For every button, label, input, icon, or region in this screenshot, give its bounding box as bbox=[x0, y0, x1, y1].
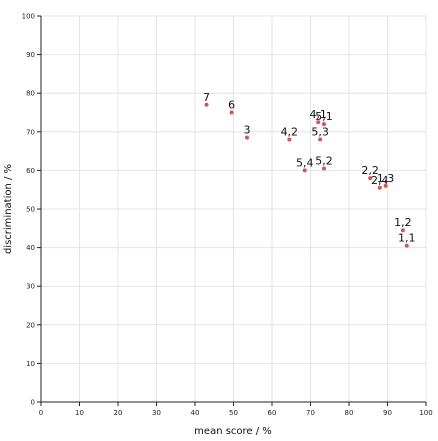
data-point bbox=[316, 120, 321, 125]
point-label: 1,1 bbox=[398, 232, 416, 245]
y-tick-label: 60 bbox=[26, 167, 35, 175]
data-point bbox=[204, 102, 209, 107]
y-axis-title: discrimination / % bbox=[3, 164, 14, 254]
point-label: 4,1 bbox=[309, 108, 327, 121]
point-label: 5,4 bbox=[296, 156, 314, 169]
data-point bbox=[377, 185, 382, 190]
x-axis-title: mean score / % bbox=[194, 426, 272, 437]
x-tick-label: 80 bbox=[345, 409, 354, 417]
x-tick-label: 60 bbox=[268, 409, 277, 417]
y-tick-label: 90 bbox=[26, 51, 35, 59]
data-point bbox=[302, 168, 307, 173]
y-tick-label: 10 bbox=[26, 360, 35, 368]
point-label: 5,1 bbox=[315, 110, 333, 123]
y-tick-label: 40 bbox=[26, 244, 35, 252]
y-tick-label: 50 bbox=[26, 206, 35, 214]
data-point bbox=[404, 243, 409, 248]
point-label: 2,4 bbox=[371, 174, 389, 187]
x-tick-label: 40 bbox=[191, 409, 200, 417]
ticks: 0 10 20 30 40 50 60 70 80 90 100 0 10 20 30 40 50 60 70 80 9… bbox=[22, 13, 433, 418]
x-tick-label: 50 bbox=[229, 409, 238, 417]
data-point bbox=[321, 122, 326, 127]
y-tick-label: 100 bbox=[22, 13, 35, 21]
data-point bbox=[318, 137, 323, 142]
x-tick-label: 20 bbox=[114, 409, 123, 417]
point-label: 5,2 bbox=[315, 154, 333, 167]
x-tick-label: 100 bbox=[419, 409, 432, 417]
grid bbox=[41, 15, 427, 402]
data-point bbox=[229, 110, 234, 115]
y-tick-label: 70 bbox=[26, 128, 35, 136]
point-label: 1,3 bbox=[377, 172, 395, 185]
point-labels: 7 63 4,2 4,15,1 5,3 5,4 5,2 2,22,41,3 1,2 1,1 bbox=[203, 91, 415, 245]
x-tick-label: 0 bbox=[39, 409, 43, 417]
point-label: 6 bbox=[228, 99, 235, 112]
data-point bbox=[244, 135, 249, 140]
y-tick-label: 0 bbox=[31, 399, 35, 407]
data-point bbox=[400, 228, 405, 233]
point-label: 2,2 bbox=[361, 164, 379, 177]
x-tick-label: 90 bbox=[383, 409, 392, 417]
y-tick-label: 80 bbox=[26, 90, 35, 98]
data-point bbox=[287, 137, 292, 142]
point-label: 5,3 bbox=[311, 126, 329, 139]
data-points bbox=[204, 102, 409, 248]
y-tick-label: 30 bbox=[26, 283, 35, 291]
data-point bbox=[368, 176, 373, 181]
data-point bbox=[321, 166, 326, 171]
x-tick-label: 70 bbox=[306, 409, 315, 417]
point-label: 1,2 bbox=[394, 216, 412, 229]
x-tick-label: 30 bbox=[152, 409, 161, 417]
point-label: 4,2 bbox=[281, 126, 299, 139]
x-tick-label: 10 bbox=[75, 409, 84, 417]
data-point bbox=[383, 183, 388, 188]
y-tick-label: 20 bbox=[26, 321, 35, 329]
point-label: 3 bbox=[243, 124, 250, 137]
point-label: 7 bbox=[203, 91, 210, 104]
